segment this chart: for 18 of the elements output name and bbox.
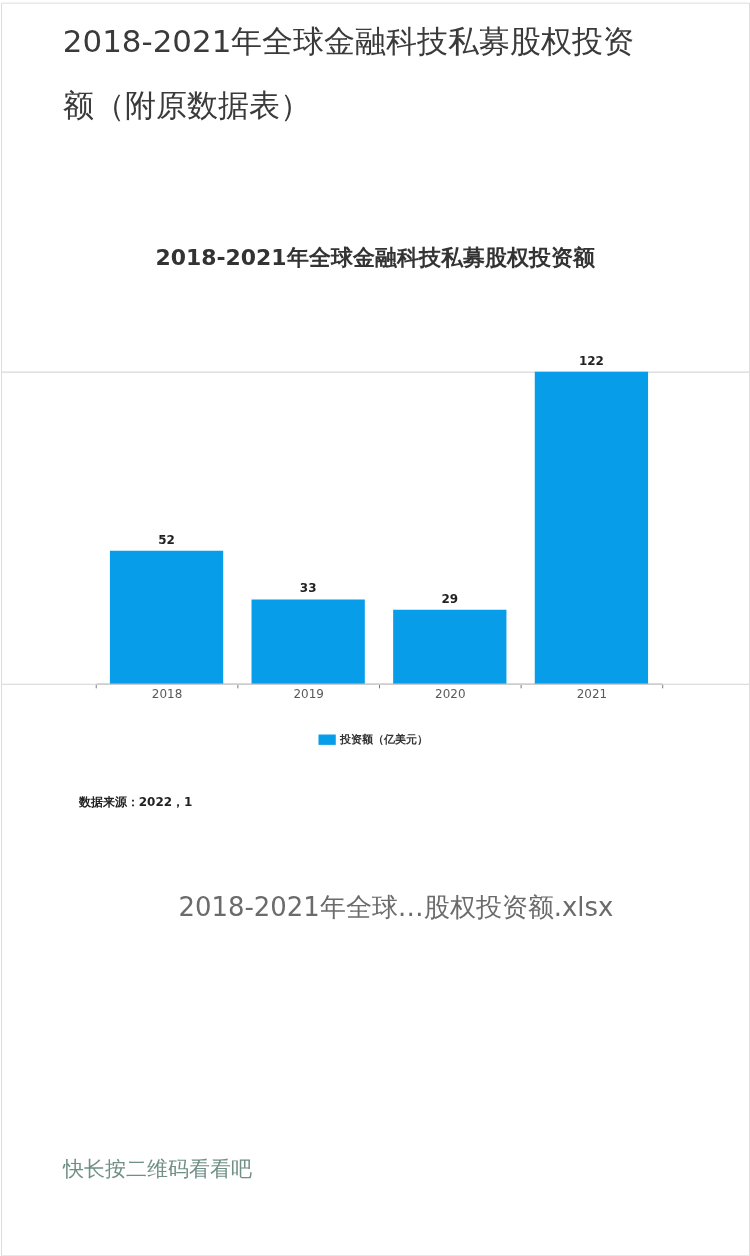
text: 2018-2021年全球…股权投资额.xlsx — [178, 892, 614, 923]
bar — [393, 609, 507, 684]
bar — [251, 599, 365, 684]
data-label: 33 — [299, 581, 317, 596]
x-tick-label: 2019 — [293, 687, 324, 702]
data-label: 122 — [578, 353, 604, 368]
x-tick-label: 2020 — [435, 687, 466, 702]
bar — [534, 371, 649, 684]
bar — [109, 550, 224, 684]
legend-label: 投资额（亿美元） — [339, 732, 429, 746]
chart-subtitle: 2018-2021年全球金融科技私募股权投资额 — [155, 244, 596, 270]
chart-title: 2018-2021年全球金融科技私募股权投资额（附原数据表） — [62, 22, 635, 124]
x-tick-label: 2021 — [576, 687, 608, 702]
source-note: 数据来源：2022，1 — [77, 794, 193, 809]
data-label: 52 — [158, 532, 175, 547]
x-tick-label: 2018 — [151, 687, 183, 702]
data-label: 29 — [441, 591, 459, 606]
text: 快长按二维码看看吧 — [61, 1156, 252, 1181]
